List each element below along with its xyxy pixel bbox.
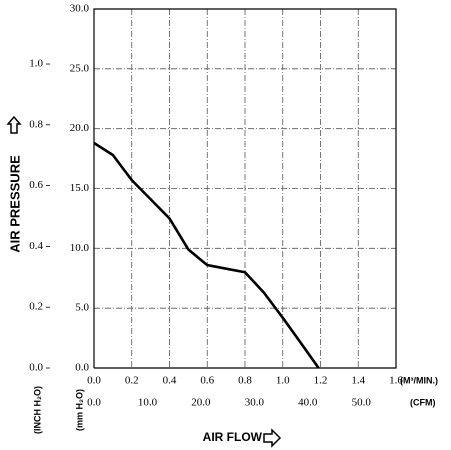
x-tick-label: 1.0	[276, 375, 290, 387]
y2-tick-label: 0.6	[29, 179, 43, 191]
plot-frame	[93, 8, 397, 369]
y-axis-title: AIR PRESSURE	[7, 155, 22, 253]
y2-axis-unit: (INCH H₂O)	[32, 386, 42, 434]
y2-tick-label: 0.4	[29, 240, 43, 252]
y2-tick-label: 0.2	[29, 301, 43, 313]
y-axis-unit: (mm H₂O)	[74, 389, 84, 431]
x-tick-label: 0.8	[238, 375, 252, 387]
x-tick-label: 1.4	[351, 375, 365, 387]
x2-axis-unit: (CFM)	[410, 397, 436, 407]
x2-tick-label: 0.0	[87, 397, 101, 409]
x-axis-title: AIR FLOW	[203, 430, 263, 444]
y-tick-label: 0.0	[75, 362, 89, 374]
y2-tick-label: 1.0	[29, 58, 43, 70]
x-tick-label: 0.6	[200, 375, 214, 387]
x2-tick-label: 30.0	[245, 397, 265, 409]
x-tick-label: 0.2	[125, 375, 139, 387]
y2-tick-label: 0.8	[29, 118, 43, 130]
y-tick-label: 5.0	[75, 302, 89, 314]
x-axis-unit: (M³/MIN.)	[400, 375, 438, 385]
x2-tick-label: 40.0	[298, 397, 318, 409]
y-tick-label: 10.0	[70, 242, 90, 254]
y-tick-label: 20.0	[70, 122, 90, 134]
x2-tick-label: 10.0	[138, 397, 158, 409]
y-tick-label: 25.0	[70, 62, 90, 74]
up-arrow-icon	[6, 115, 22, 134]
x2-tick-label: 20.0	[191, 397, 211, 409]
y2-tick-label: 0.0	[29, 362, 43, 374]
y-tick-label: 30.0	[70, 3, 90, 15]
pq-curve	[93, 141, 320, 369]
x-tick-label: 0.4	[163, 375, 177, 387]
x2-tick-label: 50.0	[352, 397, 372, 409]
y-tick-label: 15.0	[70, 182, 90, 194]
x-tick-label: 0.0	[87, 375, 101, 387]
x-tick-label: 1.6	[389, 375, 403, 387]
x-tick-label: 1.2	[314, 375, 328, 387]
right-arrow-icon	[263, 428, 282, 448]
